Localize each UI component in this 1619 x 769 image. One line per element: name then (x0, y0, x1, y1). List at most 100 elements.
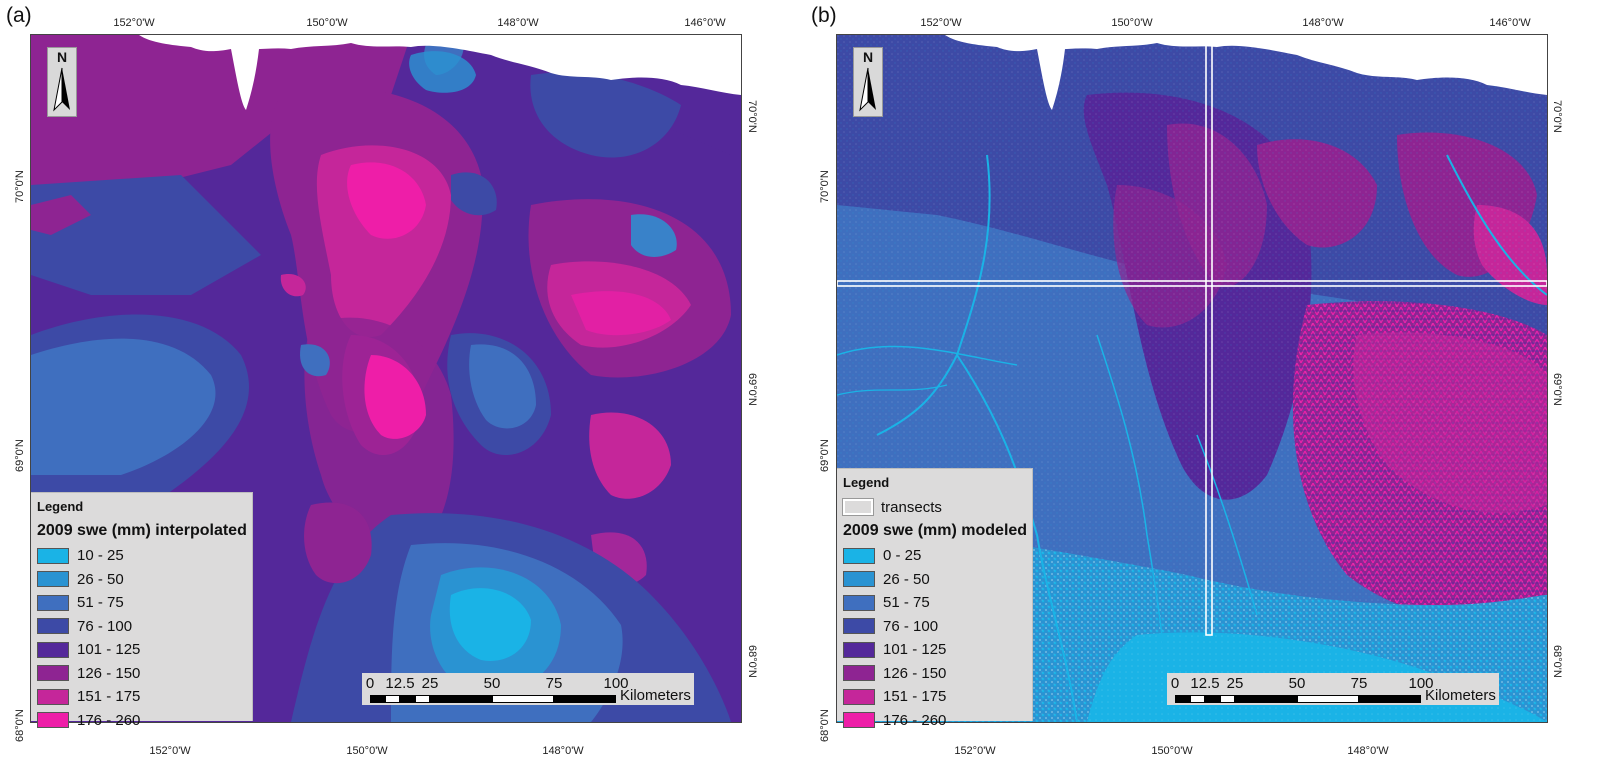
scale-unit: Kilometers (620, 687, 691, 704)
scale-segment (370, 695, 385, 703)
north-letter: N (862, 49, 874, 65)
transect-swatch (843, 499, 873, 515)
legend-item-label: 76 - 100 (77, 617, 133, 635)
panel-a-label: (a) (6, 4, 32, 27)
legend-item: 51 - 75 (37, 591, 252, 615)
legend-item: 26 - 50 (37, 568, 252, 592)
scale-segment (1175, 695, 1190, 703)
legend-item: 51 - 75 (843, 591, 1032, 615)
left-tick: 69°0'N (819, 439, 831, 472)
scale-segment (385, 695, 400, 703)
legend-item-label: 26 - 50 (883, 570, 930, 588)
legend-item-label: 101 - 125 (883, 641, 947, 659)
legend-swatch (37, 688, 69, 705)
scale-segment (554, 695, 616, 703)
scale-label: 75 (545, 675, 563, 692)
legend-swatch (37, 594, 69, 611)
scale-segment (1235, 695, 1297, 703)
scale-label: 50 (483, 675, 501, 692)
top-tick: 152°0'W (113, 17, 155, 29)
legend-item-label: 176 - 260 (883, 711, 947, 729)
north-arrow-b: N (853, 47, 883, 117)
legend-swatch (843, 688, 875, 705)
legend-swatch (843, 618, 875, 635)
legend-title: Legend (843, 475, 890, 490)
legend-item: 10 - 25 (37, 544, 252, 568)
legend-subtitle: 2009 swe (mm) interpolated (37, 522, 247, 539)
scale-bar-a: 0 12.5 25 50 75 100 Kilometers (362, 673, 694, 705)
legend-swatch (37, 665, 69, 682)
legend-item: 151 - 175 (843, 685, 1032, 709)
legend-swatch (843, 547, 875, 564)
left-tick: 68°0'N (14, 709, 26, 742)
legend-item: 176 - 260 (37, 709, 252, 733)
north-arrow-a: N (47, 47, 77, 117)
legend-item: 176 - 260 (843, 709, 1032, 733)
legend-item: 26 - 50 (843, 568, 1032, 592)
top-tick: 150°0'W (306, 17, 348, 29)
right-tick: 69°0'N (746, 373, 758, 406)
top-tick: 152°0'W (920, 17, 962, 29)
legend-item-label: 76 - 100 (883, 617, 939, 635)
legend-item-label: 151 - 175 (883, 688, 947, 706)
legend-transects: transects (843, 496, 1032, 518)
legend-swatch (843, 712, 875, 729)
legend-item-label: 10 - 25 (77, 547, 124, 565)
legend-b: Legend transects 2009 swe (mm) modeled 0… (837, 468, 1033, 729)
legend-item-label: 51 - 75 (77, 594, 124, 612)
legend-title: Legend (37, 499, 84, 514)
bottom-tick: 152°0'W (954, 745, 996, 757)
legend-item-label: 51 - 75 (883, 594, 930, 612)
left-tick: 70°0'N (819, 170, 831, 203)
legend-subtitle: 2009 swe (mm) modeled (843, 522, 1028, 539)
legend-item: 151 - 175 (37, 685, 252, 709)
scale-label: 0 (1170, 675, 1180, 692)
legend-item: 101 - 125 (37, 638, 252, 662)
legend-item: 126 - 150 (37, 662, 252, 686)
bottom-tick: 150°0'W (1151, 745, 1193, 757)
legend-swatch (37, 571, 69, 588)
bottom-tick: 150°0'W (346, 745, 388, 757)
scale-segment (400, 695, 415, 703)
scale-unit: Kilometers (1425, 687, 1496, 704)
scale-segment (430, 695, 492, 703)
scale-label: 12.5 (385, 675, 415, 692)
legend-item-label: 101 - 125 (77, 641, 141, 659)
left-tick: 69°0'N (14, 439, 26, 472)
scale-label: 25 (421, 675, 439, 692)
scale-segment (1190, 695, 1205, 703)
legend-item-label: 151 - 175 (77, 688, 141, 706)
scale-segment (1297, 695, 1359, 703)
legend-item-label: 176 - 260 (77, 711, 141, 729)
legend-a: Legend 2009 swe (mm) interpolated 10 - 2… (31, 492, 253, 729)
legend-item: 126 - 150 (843, 662, 1032, 686)
scale-segment (1220, 695, 1235, 703)
top-tick: 148°0'W (1302, 17, 1344, 29)
legend-swatch (843, 641, 875, 658)
scale-label: 12.5 (1190, 675, 1220, 692)
scale-label: 50 (1288, 675, 1306, 692)
legend-item-label: 0 - 25 (883, 547, 922, 565)
north-arrow-icon (859, 67, 876, 112)
scale-label: 100 (1408, 675, 1434, 692)
left-tick: 70°0'N (14, 170, 26, 203)
bottom-tick: 152°0'W (149, 745, 191, 757)
scale-label: 75 (1350, 675, 1368, 692)
scale-label: 25 (1226, 675, 1244, 692)
legend-item: 101 - 125 (843, 638, 1032, 662)
legend-item: 0 - 25 (843, 544, 1032, 568)
legend-swatch (37, 547, 69, 564)
legend-swatch (37, 712, 69, 729)
bottom-tick: 148°0'W (542, 745, 584, 757)
bottom-tick: 148°0'W (1347, 745, 1389, 757)
top-tick: 150°0'W (1111, 17, 1153, 29)
scale-segment (415, 695, 430, 703)
scale-label: 0 (365, 675, 375, 692)
scale-segment (1359, 695, 1421, 703)
legend-item-label: 126 - 150 (77, 664, 141, 682)
right-tick: 70°0'N (1551, 100, 1563, 133)
scale-segment (1205, 695, 1220, 703)
left-tick: 68°0'N (819, 709, 831, 742)
right-tick: 70°0'N (746, 100, 758, 133)
north-letter: N (56, 49, 68, 65)
